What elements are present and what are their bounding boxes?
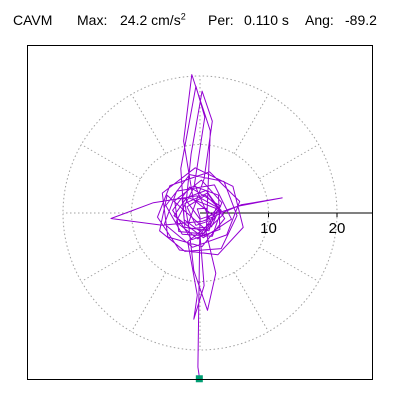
max-label: Max: — [77, 12, 108, 28]
grid-spoke-210 — [81, 246, 141, 282]
plot-frame — [27, 45, 373, 380]
max-unit-exponent: 2 — [180, 11, 186, 22]
radial-tick-label-10: 10 — [260, 220, 277, 237]
grid-spoke-330 — [259, 246, 319, 282]
end-point-marker — [195, 375, 203, 383]
grid-spoke-120 — [131, 94, 167, 154]
marker-layer — [195, 375, 203, 383]
trace-layer — [110, 74, 283, 377]
radial-tick-label-20: 20 — [329, 220, 346, 237]
grid-spoke-150 — [81, 144, 141, 180]
trace-series-0 — [110, 74, 283, 377]
grid-spoke-300 — [233, 272, 269, 332]
max-unit-base: cm/s — [151, 12, 181, 28]
per-value: 0.110 s — [244, 12, 289, 28]
chart-header: CAVM Max: 24.2 cm/s2 Per: 0.110 s Ang: -… — [0, 0, 400, 44]
per-label: Per: — [208, 12, 234, 28]
grid-spoke-60 — [233, 94, 269, 154]
radial-axis: 10 20 — [200, 212, 372, 237]
grid-spoke-30 — [259, 144, 319, 180]
grid-spoke-240 — [131, 272, 167, 332]
station-code: CAVM — [13, 12, 53, 28]
max-value: 24.2 cm/s2 — [120, 12, 186, 28]
ang-value: -89.2 — [345, 12, 377, 28]
ang-label: Ang: — [305, 12, 334, 28]
max-number: 24.2 — [120, 12, 148, 28]
